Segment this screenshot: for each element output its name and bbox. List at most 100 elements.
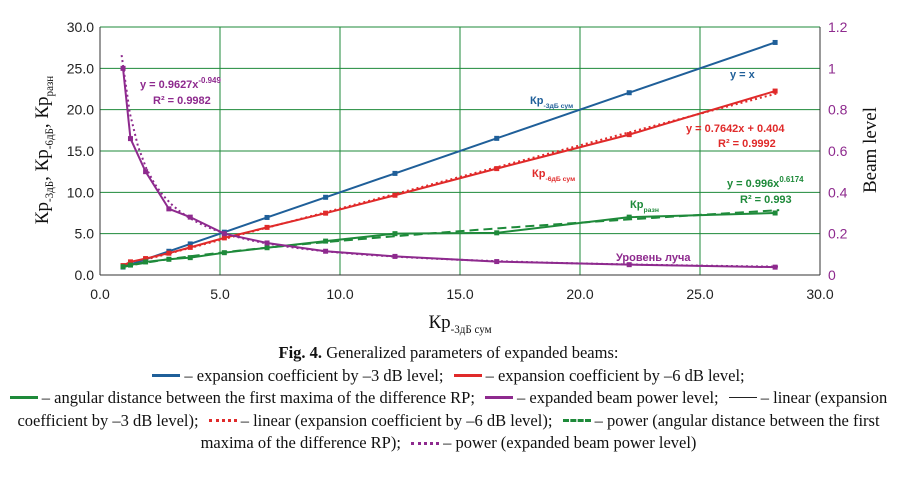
y-tick-label: 0.0 [75, 267, 95, 283]
data-point [166, 206, 172, 212]
data-point [323, 210, 329, 216]
data-point [264, 240, 270, 246]
data-point [221, 250, 227, 256]
legend-swatch-red [453, 373, 482, 377]
annotation-yx: y = x [730, 69, 756, 81]
y-tick-label: 30.0 [67, 19, 94, 35]
annotation-series4-r2: R² = 0.9982 [153, 95, 211, 107]
legend-swatch-thin-black [728, 397, 757, 399]
x-tick-label: 30.0 [806, 286, 833, 302]
data-point [187, 214, 193, 220]
data-point [772, 39, 778, 45]
y2-tick-label: 1 [828, 60, 836, 76]
data-point [264, 214, 270, 220]
x-axis-title: Кр-3дБ сум [428, 312, 491, 336]
data-point [772, 210, 778, 216]
series-layer [120, 39, 780, 270]
caption-item-2: – expansion coefficient by –6 dB level; [485, 365, 745, 385]
annotation-series4-label: Уровень луча [616, 252, 691, 264]
x-tick-label: 25.0 [686, 286, 713, 302]
data-point [323, 194, 329, 200]
data-point [127, 259, 133, 265]
data-point [772, 264, 778, 270]
annotation-series1-name: Кр-3дБ сум [530, 95, 573, 110]
caption-title: Generalized parameters of expanded beams… [326, 343, 619, 362]
y2-tick-label: 1.2 [828, 19, 848, 35]
data-point [120, 65, 126, 71]
y-axis-title-group: Кр-3дБ, Кр-6дБ, Крразн [32, 76, 56, 225]
y-tick-label: 10.0 [67, 184, 94, 200]
data-point [392, 253, 398, 259]
figure-caption: Fig. 4. Generalized parameters of expand… [6, 342, 891, 455]
annotations: y = x Кр-3дБ сум y = 0.7642x + 0.404 R² = 0… [140, 69, 804, 264]
caption-item-6: – linear (expansion coefficient by –6 dB… [240, 410, 553, 430]
x-tick-label: 0.0 [90, 286, 110, 302]
data-point [494, 166, 500, 172]
y-tick-label: 20.0 [67, 102, 94, 118]
x-tick-label: 15.0 [446, 286, 473, 302]
data-point [127, 136, 133, 142]
caption-item-7: – power (angular distance between the fi… [200, 410, 880, 453]
data-point [392, 231, 398, 237]
data-point [323, 248, 329, 254]
annotation-series4-equation: y = 0.9627x-0.949 [140, 76, 221, 91]
data-point [166, 250, 172, 256]
data-point [143, 259, 149, 265]
data-point [626, 262, 632, 268]
annotation-series2-equation: y = 0.7642x + 0.404 [686, 123, 785, 135]
x-tick-label: 10.0 [326, 286, 353, 302]
annotation-series2-r2: R² = 0.9992 [718, 138, 776, 150]
series-line-4 [122, 68, 776, 269]
data-point [626, 90, 632, 96]
x-tick-label: 5.0 [210, 286, 230, 302]
caption-item-5: – linear (expansion coefficient by –3 dB… [17, 388, 888, 430]
annotation-series3-equation: y = 0.996x0.6174 [727, 175, 804, 190]
data-point [187, 241, 193, 247]
data-point [264, 245, 270, 251]
caption-fig-number: Fig. 4. [278, 343, 323, 362]
legend-swatch-purple-dotted [411, 441, 440, 445]
y2-axis-title-group: Beam level [860, 107, 881, 193]
ticks: 0.0 5.0 10.0 15.0 20.0 25.0 30.0 0.0 5.0 10.0 15.0… [67, 19, 848, 302]
y-tick-label: 5.0 [75, 226, 95, 242]
y2-tick-label: 0.6 [828, 143, 848, 159]
y-axis-title: Кр-3дБ, Кр-6дБ, Крразн [32, 76, 56, 225]
y-tick-label: 25.0 [67, 60, 94, 76]
data-point [494, 230, 500, 236]
y2-tick-label: 0.8 [828, 102, 848, 118]
annotation-series3-r2: R² = 0.993 [740, 194, 792, 206]
y2-tick-label: 0 [828, 267, 836, 283]
data-point [626, 132, 632, 138]
legend-swatch-green-dashed [562, 419, 591, 422]
axis-titles: Кр-3дБ сум Кр-3дБ, Кр-6дБ, Крразн Beam lev… [32, 76, 881, 336]
caption-item-8: – power (expanded beam power level) [443, 433, 697, 453]
caption-item-4: – expanded beam power level; [517, 388, 719, 408]
chart: 0.0 5.0 10.0 15.0 20.0 25.0 30.0 0.0 5.0 10.0 15.0… [32, 19, 881, 336]
data-point [392, 170, 398, 176]
y-tick-label: 15.0 [67, 143, 94, 159]
legend-swatch-blue [152, 373, 181, 377]
series-line-2 [122, 90, 776, 267]
data-point [143, 256, 149, 262]
data-point [221, 235, 227, 241]
x-tick-label: 20.0 [566, 286, 593, 302]
data-point [392, 192, 398, 198]
series-line-3 [122, 212, 776, 268]
legend-swatch-red-dotted [208, 419, 237, 422]
legend-swatch-purple [485, 396, 514, 400]
data-point [127, 262, 133, 268]
data-point [143, 169, 149, 175]
annotation-series3-label: Крразн [630, 199, 659, 214]
data-point [494, 135, 500, 141]
data-point [221, 231, 227, 237]
data-point [264, 224, 270, 230]
data-point [494, 259, 500, 265]
y2-tick-label: 0.2 [828, 226, 848, 242]
data-point [626, 214, 632, 220]
y2-axis-title: Beam level [860, 107, 881, 193]
caption-item-1: – expansion coefficient by –3 dB level; [184, 365, 444, 385]
legend-swatch-green [9, 396, 38, 400]
y2-tick-label: 0.4 [828, 184, 848, 200]
data-point [166, 256, 172, 262]
annotation-series2-label: Кр-6дБ сум [532, 168, 575, 183]
